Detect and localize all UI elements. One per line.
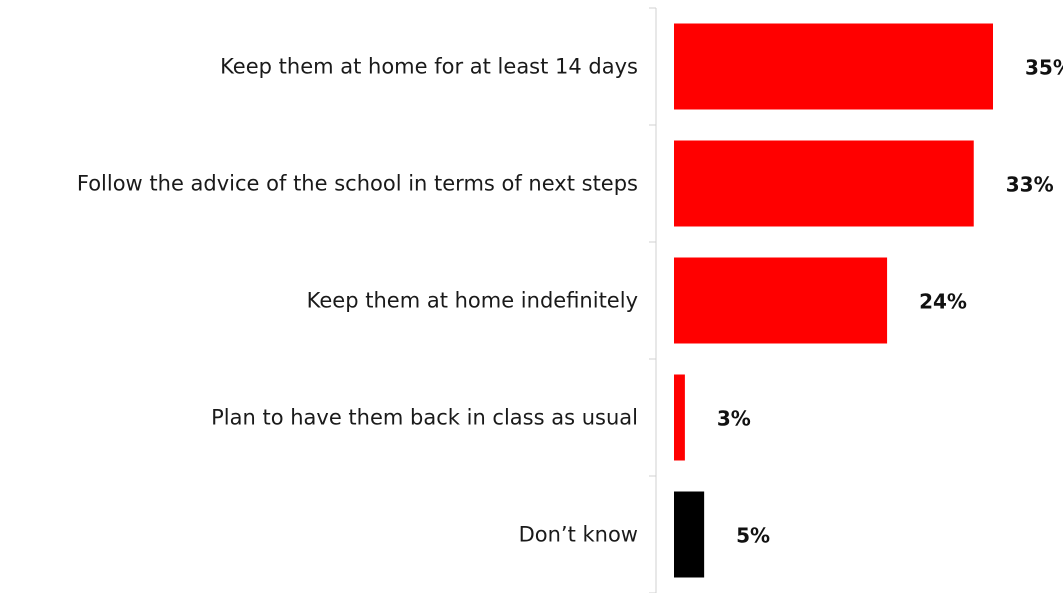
category-label: Follow the advice of the school in terms… [77,172,638,196]
bar [674,23,993,110]
value-label: 3% [717,407,751,431]
bar [674,257,888,344]
value-label: 5% [736,524,770,548]
bar [674,374,685,461]
bars [674,23,993,578]
category-label: Plan to have them back in class as usual [211,406,638,430]
category-label: Keep them at home for at least 14 days [220,55,638,79]
value-label: 24% [919,290,967,314]
bar [674,491,705,578]
value-labels: 35% 33% 24% 3% 5% [717,56,1063,548]
bar [674,140,974,227]
category-label: Don’t know [519,523,638,547]
category-labels: Keep them at home for at least 14 days Fo… [77,55,638,547]
category-axis [649,7,657,593]
value-label: 33% [1006,173,1054,197]
value-label: 35% [1025,56,1063,80]
category-label: Keep them at home indefinitely [307,289,638,313]
